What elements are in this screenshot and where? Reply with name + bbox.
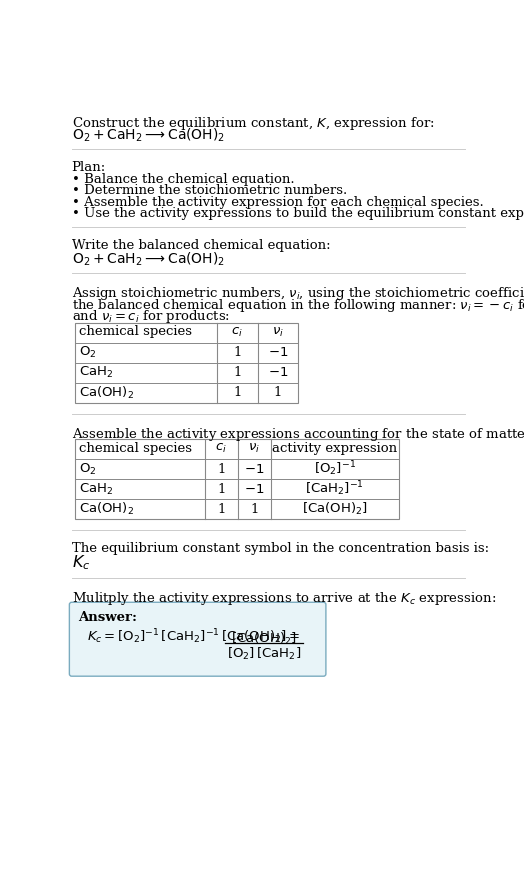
Text: The equilibrium constant symbol in the concentration basis is:: The equilibrium constant symbol in the c… (72, 542, 489, 555)
Text: $\nu_i$: $\nu_i$ (248, 442, 260, 455)
Text: 1: 1 (250, 503, 258, 515)
Text: $c_i$: $c_i$ (215, 442, 227, 455)
Text: $[\mathrm{O_2}]\,[\mathrm{CaH_2}]$: $[\mathrm{O_2}]\,[\mathrm{CaH_2}]$ (227, 647, 301, 663)
Text: and $\nu_i = c_i$ for products:: and $\nu_i = c_i$ for products: (72, 308, 230, 325)
Text: 1: 1 (233, 387, 242, 399)
Text: • Use the activity expressions to build the equilibrium constant expression.: • Use the activity expressions to build … (72, 207, 524, 221)
Text: 1: 1 (217, 482, 225, 496)
Text: $[\mathrm{CaH_2}]^{-1}$: $[\mathrm{CaH_2}]^{-1}$ (305, 480, 364, 498)
Text: $\mathrm{CaH_2}$: $\mathrm{CaH_2}$ (79, 481, 113, 497)
Text: $[\mathrm{O_2}]^{-1}$: $[\mathrm{O_2}]^{-1}$ (314, 460, 356, 479)
Text: Plan:: Plan: (72, 161, 106, 174)
Text: 1: 1 (233, 346, 242, 359)
Text: Construct the equilibrium constant, $K$, expression for:: Construct the equilibrium constant, $K$,… (72, 115, 434, 132)
Text: 1: 1 (274, 387, 282, 399)
Text: • Determine the stoichiometric numbers.: • Determine the stoichiometric numbers. (72, 184, 347, 197)
Text: • Assemble the activity expression for each chemical species.: • Assemble the activity expression for e… (72, 196, 484, 209)
Text: $K_c = [\mathrm{O_2}]^{-1}\,[\mathrm{CaH_2}]^{-1}\,[\mathrm{Ca(OH)_2}] =$: $K_c = [\mathrm{O_2}]^{-1}\,[\mathrm{CaH… (87, 628, 300, 647)
Bar (75, 322, 298, 403)
Text: $K_c$: $K_c$ (72, 554, 90, 572)
Text: $\mathrm{O_2 + CaH_2 \longrightarrow Ca(OH)_2}$: $\mathrm{O_2 + CaH_2 \longrightarrow Ca(… (72, 127, 225, 144)
Text: $[\mathrm{Ca(OH)_2}]$: $[\mathrm{Ca(OH)_2}]$ (302, 501, 368, 517)
Text: Answer:: Answer: (78, 611, 137, 623)
Text: activity expression: activity expression (272, 442, 397, 455)
Text: chemical species: chemical species (79, 326, 192, 338)
Text: $\mathrm{O_2 + CaH_2 \longrightarrow Ca(OH)_2}$: $\mathrm{O_2 + CaH_2 \longrightarrow Ca(… (72, 250, 225, 268)
Text: Assign stoichiometric numbers, $\nu_i$, using the stoichiometric coefficients, $: Assign stoichiometric numbers, $\nu_i$, … (72, 285, 524, 302)
Text: $\mathrm{CaH_2}$: $\mathrm{CaH_2}$ (79, 365, 113, 380)
FancyBboxPatch shape (69, 602, 326, 676)
Text: $c_i$: $c_i$ (231, 325, 243, 338)
Text: 1: 1 (233, 366, 242, 380)
Text: $-1$: $-1$ (268, 366, 288, 380)
Text: $\nu_i$: $\nu_i$ (272, 325, 284, 338)
Text: $-1$: $-1$ (244, 482, 265, 496)
Text: $-1$: $-1$ (268, 346, 288, 359)
Text: $\mathrm{Ca(OH)_2}$: $\mathrm{Ca(OH)_2}$ (79, 501, 134, 517)
Text: chemical species: chemical species (79, 442, 192, 455)
Bar (75, 439, 399, 519)
Text: 1: 1 (217, 503, 225, 515)
Text: the balanced chemical equation in the following manner: $\nu_i = -c_i$ for react: the balanced chemical equation in the fo… (72, 296, 524, 313)
Text: $[\mathrm{Ca(OH)_2}]$: $[\mathrm{Ca(OH)_2}]$ (231, 630, 297, 647)
Text: Mulitply the activity expressions to arrive at the $K_c$ expression:: Mulitply the activity expressions to arr… (72, 590, 496, 607)
Text: Write the balanced chemical equation:: Write the balanced chemical equation: (72, 238, 330, 252)
Text: Assemble the activity expressions accounting for the state of matter and $\nu_i$: Assemble the activity expressions accoun… (72, 426, 524, 443)
Text: $-1$: $-1$ (244, 463, 265, 476)
Text: $\mathrm{O_2}$: $\mathrm{O_2}$ (79, 346, 96, 361)
Text: $\mathrm{O_2}$: $\mathrm{O_2}$ (79, 462, 96, 477)
Text: 1: 1 (217, 463, 225, 476)
Text: $\mathrm{Ca(OH)_2}$: $\mathrm{Ca(OH)_2}$ (79, 385, 134, 401)
Text: • Balance the chemical equation.: • Balance the chemical equation. (72, 172, 294, 186)
